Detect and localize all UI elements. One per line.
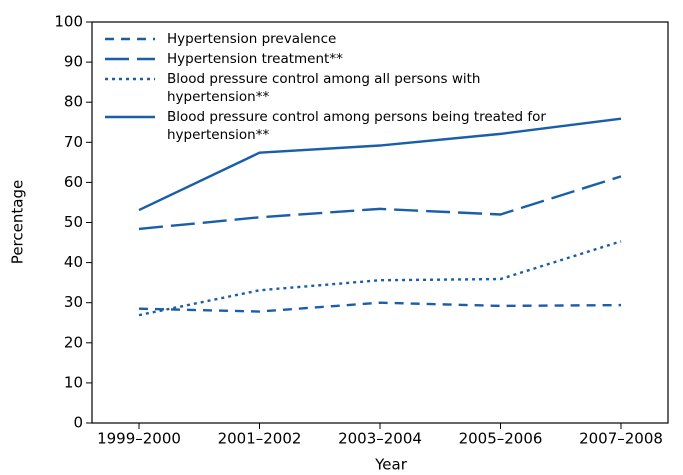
series-line — [138, 175, 622, 231]
legend-item: Hypertension prevalence — [104, 30, 547, 48]
series-line — [138, 301, 622, 313]
series-line — [138, 240, 622, 317]
legend-swatch — [105, 57, 155, 61]
legend: Hypertension prevalence Hypertension trea… — [104, 30, 547, 146]
legend-item: Blood pressure control among all persons… — [104, 70, 547, 106]
x-tick-label: 2005–2006 — [459, 430, 543, 448]
y-tick-label: 0 — [73, 414, 83, 432]
legend-item: Hypertension treatment** — [104, 50, 547, 68]
legend-swatch — [105, 77, 155, 81]
y-tick-label: 20 — [64, 333, 83, 351]
y-tick-label: 60 — [64, 173, 83, 191]
x-tick-label: 2001–2002 — [218, 430, 302, 448]
x-tick-label: 2003–2004 — [338, 430, 422, 448]
x-tick-label: 1999–2000 — [97, 430, 181, 448]
y-tick-label: 40 — [64, 253, 83, 271]
legend-item: Blood pressure control among persons bei… — [104, 108, 547, 144]
x-tick-label: 2007–2008 — [579, 430, 663, 448]
y-tick-label: 10 — [64, 373, 83, 391]
x-axis-label: Year — [374, 456, 408, 474]
legend-label: Blood pressure control among persons bei… — [167, 109, 546, 143]
y-tick-label: 50 — [64, 213, 83, 231]
y-tick-label: 70 — [64, 133, 83, 151]
y-tick-label: 100 — [54, 13, 83, 31]
y-axis-label: Percentage — [9, 180, 27, 264]
y-tick-label: 80 — [64, 93, 83, 111]
legend-label: Blood pressure control among all persons… — [167, 71, 481, 105]
y-tick-label: 90 — [64, 53, 83, 71]
legend-label: Hypertension treatment** — [167, 51, 343, 67]
legend-label: Hypertension prevalence — [167, 31, 337, 47]
legend-swatch — [105, 115, 155, 119]
legend-swatch — [105, 37, 155, 41]
series-line — [138, 117, 622, 212]
y-tick-label: 30 — [64, 293, 83, 311]
